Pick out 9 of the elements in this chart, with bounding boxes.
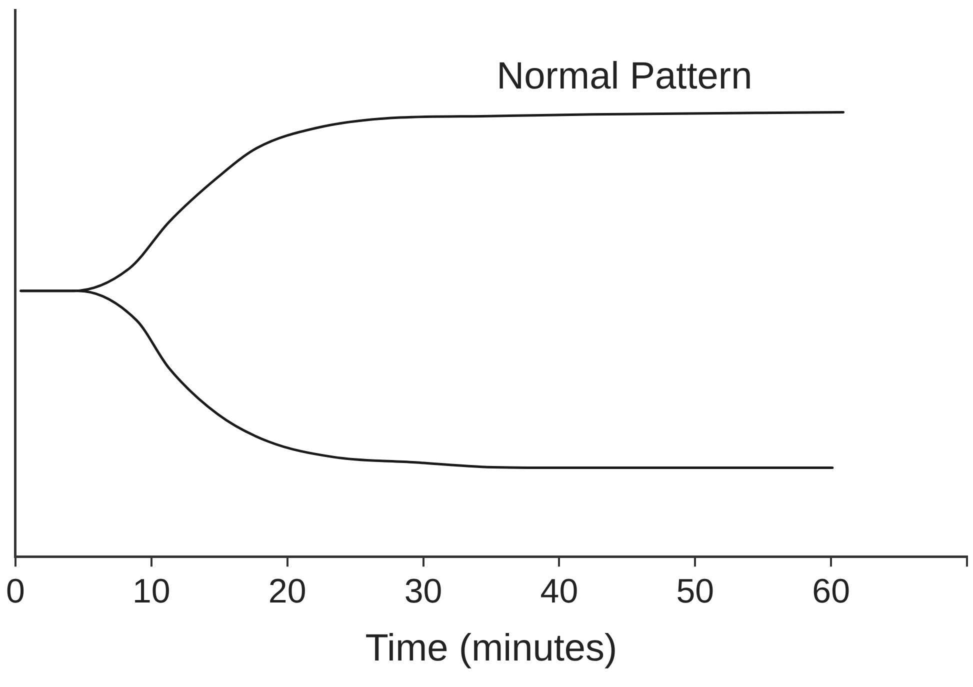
x-tick-label: 20 bbox=[268, 572, 306, 610]
x-tick-label: 30 bbox=[404, 572, 442, 610]
x-axis-title: Time (minutes) bbox=[365, 628, 618, 670]
x-tick-label: 0 bbox=[6, 572, 25, 610]
x-tick-label: 10 bbox=[132, 572, 170, 610]
x-tick-label: 50 bbox=[676, 572, 714, 610]
x-tick-label: 40 bbox=[540, 572, 578, 610]
text: Normal Pattern bbox=[496, 55, 752, 98]
x-tick-label: 60 bbox=[812, 572, 850, 610]
